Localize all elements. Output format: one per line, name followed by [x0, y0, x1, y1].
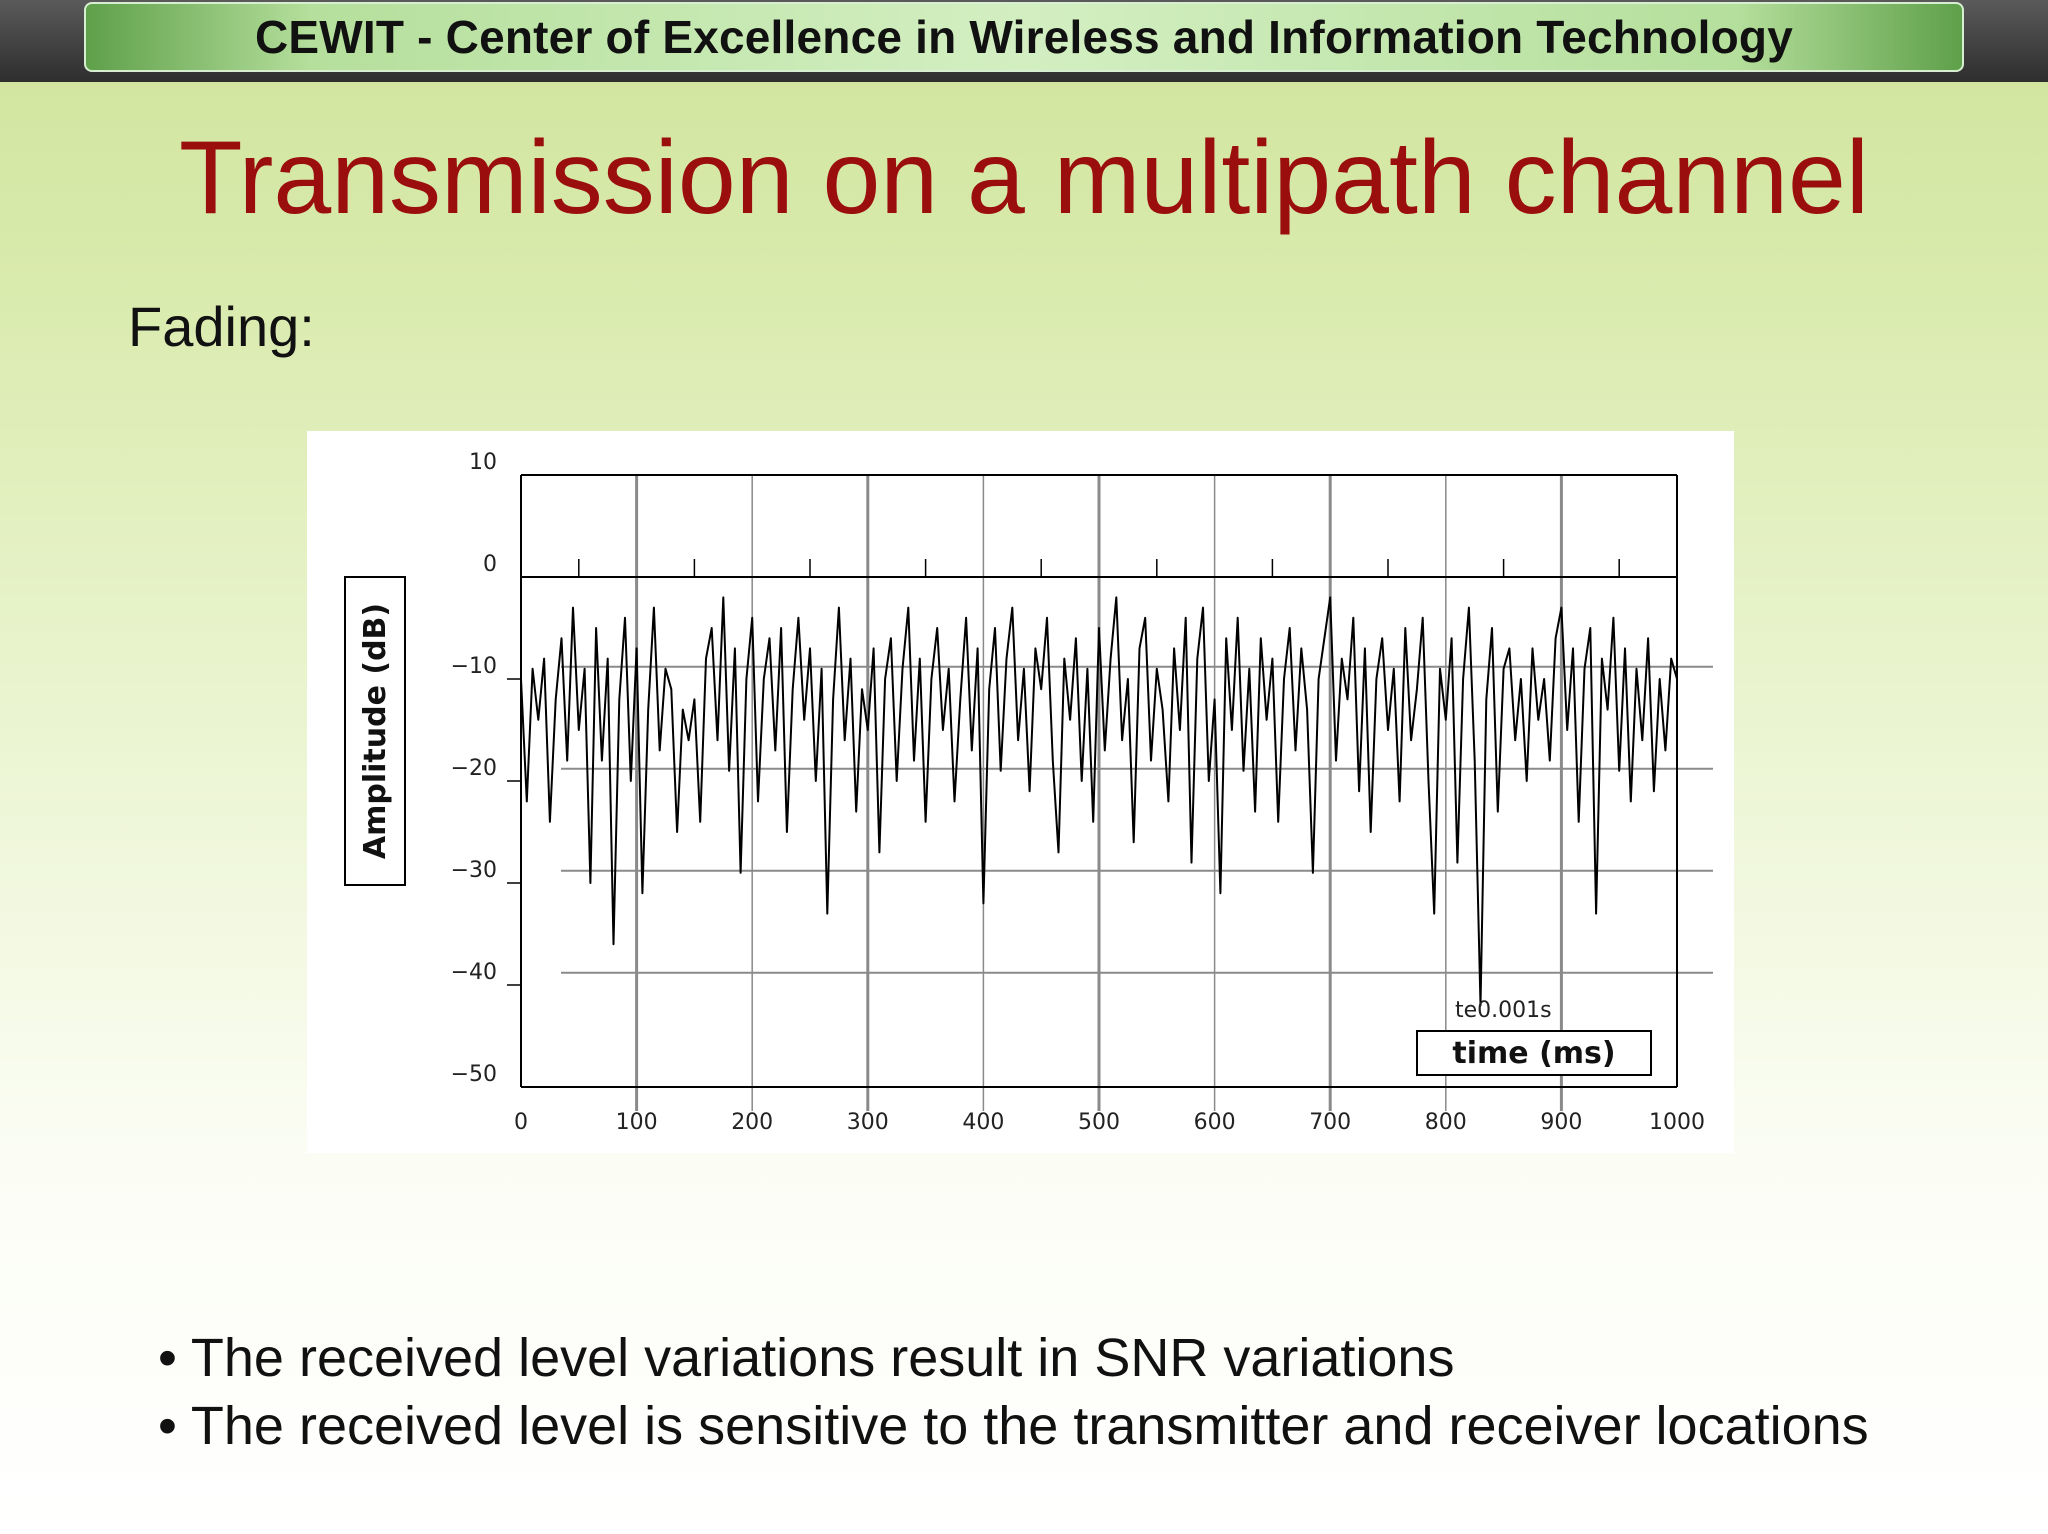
- xlabel-text: time (ms): [1452, 1036, 1615, 1071]
- y-tick-label: 10: [469, 450, 497, 475]
- fading-chart: 100−10−20−30−40−500 100 200 300 400 500 600 700…: [344, 450, 1713, 1135]
- x-tick-label: 900: [1540, 1110, 1582, 1135]
- xlabel-box: [1416, 1030, 1652, 1076]
- bullet-list: • The received level variations result in…: [158, 1324, 2038, 1460]
- x-tick-label: 500: [1078, 1110, 1120, 1135]
- y-tick-label: −50: [451, 1062, 497, 1087]
- ylabel-box: [344, 576, 406, 886]
- y-tick-label: −30: [451, 858, 497, 883]
- ylabel-text: Amplitude (dB): [358, 603, 393, 859]
- x-tick-label: 400: [962, 1110, 1004, 1135]
- y-tick-label: −40: [451, 960, 497, 985]
- bullet-item: • The received level is sensitive to the …: [158, 1392, 2038, 1460]
- x-tick-label: 200: [731, 1110, 773, 1135]
- y-tick-label: −10: [451, 654, 497, 679]
- signal-line: [520, 596, 1678, 1007]
- bullet-dot: •: [158, 1396, 177, 1456]
- banner-text: CEWIT - Center of Excellence in Wireless…: [254, 11, 1794, 63]
- x-tick-label: 700: [1309, 1110, 1351, 1135]
- chart-ticks: [507, 559, 1620, 986]
- bullet-item: • The received level variations result in…: [158, 1324, 2038, 1392]
- chart-annotation: te0.001s: [1455, 998, 1552, 1023]
- x-tick-label: 100: [616, 1110, 658, 1135]
- bullet-dot: •: [158, 1328, 177, 1388]
- header-banner: CEWIT - Center of Excellence in Wireless…: [84, 2, 1964, 72]
- y-tick-label: −20: [451, 756, 497, 781]
- bullet-text: The received level is sensitive to the t…: [190, 1396, 1869, 1456]
- bullet-text: The received level variations result in …: [190, 1328, 1455, 1388]
- y-tick-label: 0: [483, 552, 497, 577]
- chart-labels: 100−10−20−30−40−500 100 200 300 400 500 600 700…: [344, 450, 1705, 1135]
- x-tick-label: 800: [1425, 1110, 1467, 1135]
- chart-grid: [561, 475, 1713, 1111]
- chart-container: 10 0 −10 −20 −30 −40 −50 0 100 200 300 400 500 600 700…: [307, 431, 1734, 1153]
- chart-signal: [520, 596, 1678, 1007]
- slide-title: Transmission on a multipath channel: [179, 120, 1869, 236]
- header-bar: CEWIT - Center of Excellence in Wireless…: [0, 0, 2048, 82]
- slide-subheading: Fading:: [128, 295, 315, 358]
- x-tick-label: 0: [514, 1110, 528, 1135]
- x-tick-label: 1000: [1649, 1110, 1705, 1135]
- x-tick-label: 600: [1194, 1110, 1236, 1135]
- x-tick-label: 300: [847, 1110, 889, 1135]
